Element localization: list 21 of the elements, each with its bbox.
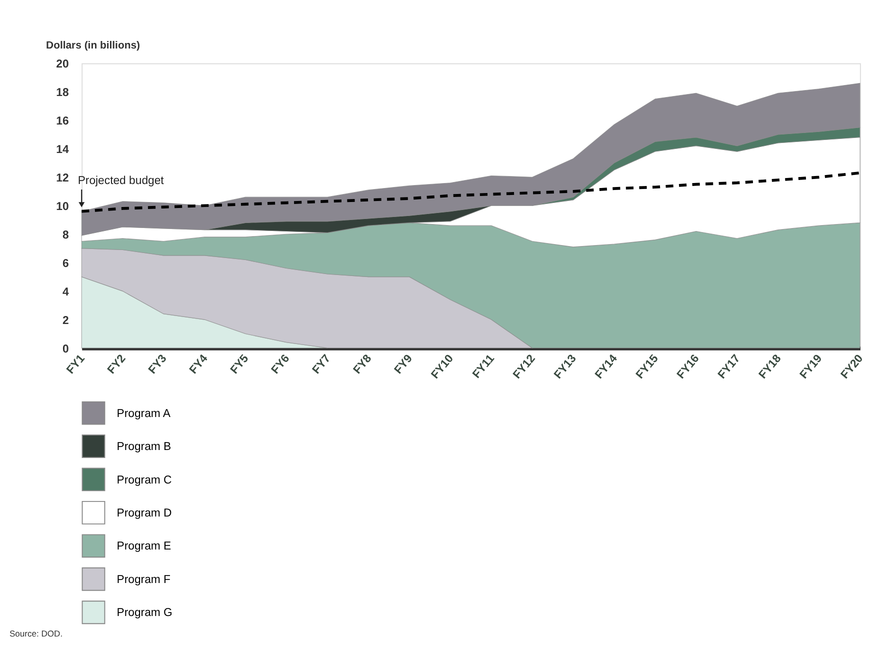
y-axis-title: Dollars (in billions): [46, 40, 140, 52]
y-tick-label: 20: [56, 58, 69, 71]
y-tick-label: 18: [56, 87, 69, 99]
legend-label: Program B: [116, 441, 172, 454]
y-tick-label: 2: [62, 314, 69, 327]
y-tick-label: 16: [56, 115, 69, 128]
legend-label: Program C: [116, 474, 172, 486]
y-tick-label: 8: [62, 229, 69, 242]
y-tick-label: 6: [62, 258, 69, 270]
legend-label: Program F: [116, 574, 171, 586]
y-tick-label: 10: [56, 200, 69, 213]
legend-label: Program G: [116, 607, 172, 620]
y-tick-label: 12: [56, 172, 69, 184]
legend-label: Program E: [116, 540, 172, 553]
legend-label: Program D: [116, 507, 172, 520]
y-tick-label: 4: [62, 286, 70, 298]
source-note: Source: DOD.: [9, 628, 63, 639]
annotation: Projected budget: [78, 174, 165, 187]
line-series: [80, 171, 862, 213]
y-tick-label: 14: [56, 144, 70, 156]
legend-label: Program A: [116, 408, 171, 420]
